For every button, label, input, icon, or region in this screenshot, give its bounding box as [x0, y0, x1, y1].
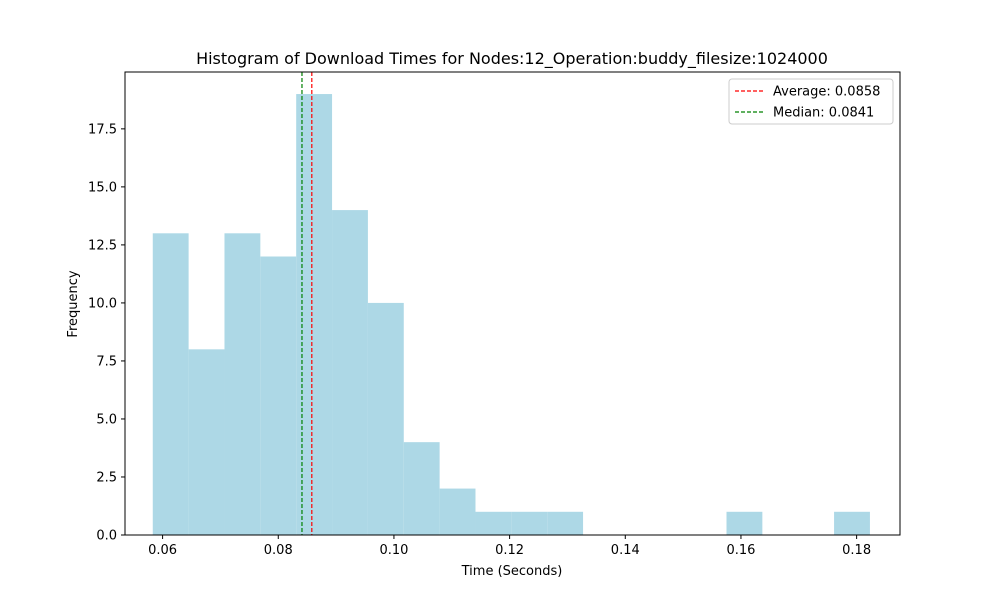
y-tick-label: 2.5	[96, 470, 117, 485]
legend: Average: 0.0858 Median: 0.0841	[728, 78, 894, 125]
y-tick-label: 7.5	[96, 354, 117, 369]
x-tick-label: 0.14	[611, 543, 640, 558]
histogram-bar	[547, 511, 584, 535]
x-tick-label: 0.10	[379, 543, 408, 558]
histogram-bar	[403, 442, 440, 535]
histogram-bars	[152, 94, 870, 536]
histogram-bar	[439, 488, 476, 535]
chart-title: Histogram of Download Times for Nodes:12…	[196, 49, 828, 69]
y-tick-label: 17.5	[88, 122, 117, 137]
histogram-bar	[260, 256, 297, 535]
histogram-bar	[152, 233, 189, 535]
legend-entry: Average: 0.0858	[773, 85, 880, 100]
y-tick-label: 0.0	[96, 529, 117, 544]
histogram-bar	[511, 511, 548, 535]
x-tick-label: 0.18	[842, 543, 871, 558]
x-axis: 0.06 0.08 0.10 0.12 0.14 0.16 0.18	[148, 535, 871, 558]
x-axis-label: Time (Seconds)	[461, 564, 563, 579]
histogram-bar	[367, 302, 404, 535]
histogram-bar	[726, 511, 763, 535]
histogram-bar	[188, 349, 225, 535]
legend-entry: Median: 0.0841	[773, 106, 874, 121]
histogram-bar	[475, 511, 512, 535]
legend-box	[728, 78, 894, 125]
x-tick-label: 0.08	[264, 543, 293, 558]
histogram-bar	[332, 210, 368, 536]
histogram-bar	[834, 511, 870, 535]
reference-lines	[301, 72, 313, 535]
y-tick-label: 5.0	[96, 412, 117, 427]
y-axis: 0.0 2.5 5.0 7.5 10.0 12.5 15.0 17.5	[88, 122, 125, 544]
y-tick-label: 15.0	[88, 180, 117, 195]
x-tick-label: 0.16	[726, 543, 755, 558]
y-tick-label: 10.0	[88, 296, 117, 311]
histogram-bar	[224, 233, 261, 535]
y-tick-label: 12.5	[88, 238, 117, 253]
x-tick-label: 0.06	[148, 543, 177, 558]
x-tick-label: 0.12	[495, 543, 524, 558]
plot-frame	[124, 71, 901, 536]
y-axis-label: Frequency	[66, 270, 81, 337]
